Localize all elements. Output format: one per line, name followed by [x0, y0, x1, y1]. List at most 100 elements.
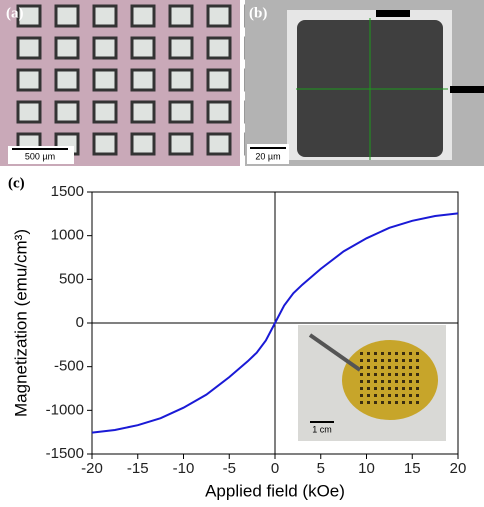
dot [416, 401, 419, 404]
pad [94, 102, 116, 122]
dot [402, 387, 405, 390]
pad [170, 38, 192, 58]
dot [409, 394, 412, 397]
dot [381, 401, 384, 404]
pad [18, 70, 40, 90]
dot [367, 359, 370, 362]
pad [208, 70, 230, 90]
pad [132, 102, 154, 122]
dot [402, 359, 405, 362]
measure-tag [450, 86, 484, 93]
dot [374, 352, 377, 355]
pad [94, 134, 116, 154]
pad [56, 70, 78, 90]
pad [170, 70, 192, 90]
dot [402, 394, 405, 397]
dot [381, 359, 384, 362]
dot [360, 387, 363, 390]
x-tick-label: -20 [81, 460, 103, 477]
dot [381, 380, 384, 383]
x-tick-label: 5 [317, 460, 325, 477]
pad [56, 102, 78, 122]
x-tick-label: 15 [404, 460, 421, 477]
pad [94, 38, 116, 58]
dot [374, 394, 377, 397]
dot [402, 401, 405, 404]
dot [388, 352, 391, 355]
dot [367, 373, 370, 376]
pad [56, 38, 78, 58]
y-tick-label: 1500 [51, 183, 84, 200]
dot [360, 352, 363, 355]
panel-a [0, 0, 268, 166]
y-tick-label: -1500 [46, 445, 84, 462]
dot [416, 366, 419, 369]
dot [416, 380, 419, 383]
page: (a) 500 µm (b) 20 µm (c) Applied field (… [0, 0, 484, 507]
dot [416, 373, 419, 376]
dot [409, 352, 412, 355]
dot [374, 380, 377, 383]
x-tick-label: -10 [173, 460, 195, 477]
dot [388, 366, 391, 369]
dot [388, 387, 391, 390]
pad [132, 38, 154, 58]
dot [374, 366, 377, 369]
dot [360, 373, 363, 376]
dot [381, 373, 384, 376]
dot [381, 352, 384, 355]
dot [402, 380, 405, 383]
panel-label: (a) [6, 5, 24, 21]
pad [208, 6, 230, 26]
scale-label: 20 µm [255, 151, 280, 161]
dot [374, 387, 377, 390]
y-tick-label: -1000 [46, 401, 84, 418]
dot [360, 394, 363, 397]
figure: (a) 500 µm (b) 20 µm (c) Applied field (… [0, 0, 484, 502]
dot [360, 359, 363, 362]
x-tick-label: -15 [127, 460, 149, 477]
dot [367, 401, 370, 404]
dot [360, 366, 363, 369]
dot [395, 352, 398, 355]
dot [416, 387, 419, 390]
dot [381, 366, 384, 369]
dot [388, 373, 391, 376]
dot [360, 380, 363, 383]
dot [395, 380, 398, 383]
dot [409, 373, 412, 376]
dot [416, 352, 419, 355]
dot [416, 359, 419, 362]
dot [388, 359, 391, 362]
panel-b [245, 0, 484, 166]
dot [374, 359, 377, 362]
dot [402, 352, 405, 355]
pad [132, 6, 154, 26]
y-tick-label: 1000 [51, 227, 84, 244]
pad [208, 38, 230, 58]
panel-label: (b) [249, 5, 267, 21]
dot [395, 394, 398, 397]
dot [381, 387, 384, 390]
dot [374, 373, 377, 376]
scale-label: 500 µm [25, 151, 55, 161]
pad [170, 102, 192, 122]
x-axis-label: Applied field (kOe) [205, 481, 345, 500]
y-axis-label: Magnetization (emu/cm³) [11, 229, 30, 417]
dot [409, 387, 412, 390]
dot [395, 373, 398, 376]
x-tick-label: -5 [223, 460, 236, 477]
pad [94, 6, 116, 26]
dot [409, 366, 412, 369]
x-tick-label: 0 [271, 460, 279, 477]
dot [395, 387, 398, 390]
dot [395, 359, 398, 362]
dot [388, 401, 391, 404]
y-tick-label: 0 [76, 314, 84, 331]
dot [360, 401, 363, 404]
pad [170, 6, 192, 26]
pad [18, 102, 40, 122]
dot [367, 387, 370, 390]
dot [395, 366, 398, 369]
dot [409, 401, 412, 404]
